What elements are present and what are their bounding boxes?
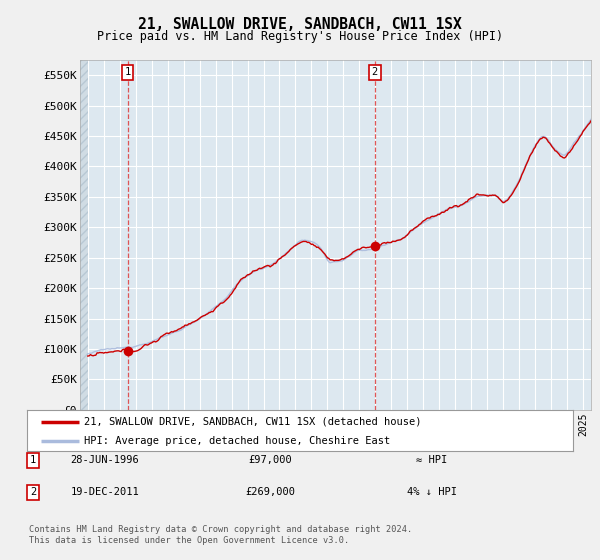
Text: 2: 2 — [372, 67, 378, 77]
Text: 28-JUN-1996: 28-JUN-1996 — [71, 455, 139, 465]
Text: Contains HM Land Registry data © Crown copyright and database right 2024.
This d: Contains HM Land Registry data © Crown c… — [29, 525, 412, 545]
Text: 2: 2 — [30, 487, 36, 497]
Text: 21, SWALLOW DRIVE, SANDBACH, CW11 1SX (detached house): 21, SWALLOW DRIVE, SANDBACH, CW11 1SX (d… — [85, 417, 422, 427]
Text: HPI: Average price, detached house, Cheshire East: HPI: Average price, detached house, Ches… — [85, 436, 391, 446]
Text: £97,000: £97,000 — [248, 455, 292, 465]
Text: 19-DEC-2011: 19-DEC-2011 — [71, 487, 139, 497]
Text: 1: 1 — [125, 67, 131, 77]
Text: Price paid vs. HM Land Registry's House Price Index (HPI): Price paid vs. HM Land Registry's House … — [97, 30, 503, 43]
Text: 21, SWALLOW DRIVE, SANDBACH, CW11 1SX: 21, SWALLOW DRIVE, SANDBACH, CW11 1SX — [138, 17, 462, 32]
Text: 1: 1 — [30, 455, 36, 465]
Text: £269,000: £269,000 — [245, 487, 295, 497]
Text: 4% ↓ HPI: 4% ↓ HPI — [407, 487, 457, 497]
Text: ≈ HPI: ≈ HPI — [416, 455, 448, 465]
Bar — [80, 60, 88, 410]
